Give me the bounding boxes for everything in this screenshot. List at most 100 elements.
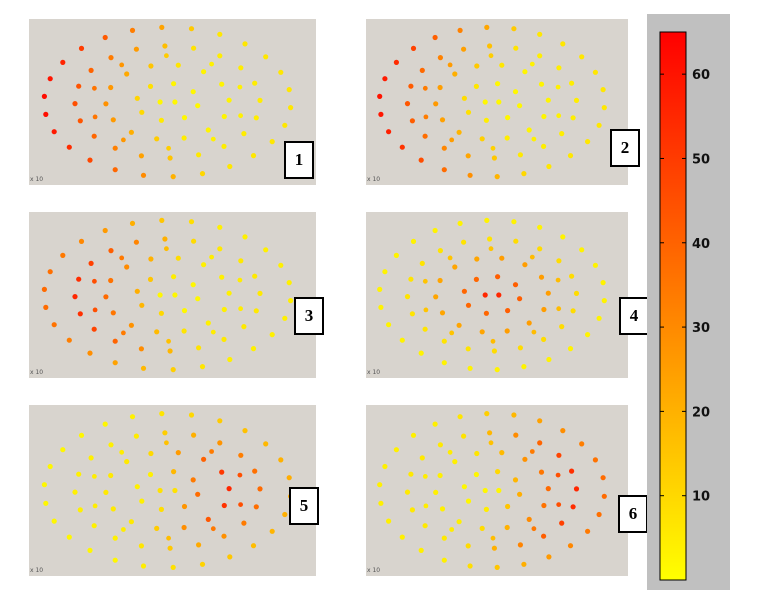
dot-field-1	[41, 24, 294, 180]
sensor-dot	[473, 471, 479, 478]
sensor-dot	[112, 145, 118, 151]
axis-scale-text: x 10	[367, 567, 381, 574]
sensor-dot	[465, 109, 472, 115]
sensor-dot	[452, 264, 458, 270]
dot-field-4	[377, 217, 607, 373]
sensor-dot	[418, 547, 424, 553]
sensor-dot	[175, 62, 181, 68]
sensor-dot	[278, 457, 284, 463]
sensor-dot	[108, 277, 114, 284]
sensor-dot	[408, 276, 414, 282]
sensor-dot	[217, 418, 223, 424]
sensor-dot	[269, 528, 275, 534]
sensor-dot	[382, 463, 388, 470]
sensor-dot	[87, 350, 93, 356]
sensor-dot	[423, 307, 429, 313]
sensor-dot	[422, 523, 428, 529]
sensor-dot	[108, 472, 114, 479]
sensor-dot	[522, 262, 528, 268]
colorbar-tick-label: 30	[692, 321, 710, 336]
sensor-dot	[457, 220, 463, 226]
sensor-dot	[140, 172, 147, 178]
sensor-dot	[513, 238, 519, 244]
sensor-dot	[517, 491, 523, 497]
sensor-dot	[108, 442, 114, 448]
sensor-dot	[181, 308, 188, 314]
sensor-dot	[537, 31, 543, 37]
sensor-dot	[538, 81, 545, 87]
sensor-dot	[512, 282, 519, 288]
sensor-dot	[221, 502, 227, 509]
sensor-dot	[522, 69, 528, 75]
sensor-dot	[592, 457, 598, 463]
sensor-dot	[496, 292, 502, 298]
sensor-dot	[181, 503, 188, 510]
sensor-dot	[102, 227, 108, 234]
sensor-dot	[439, 506, 446, 512]
sensor-dot	[474, 450, 480, 457]
sensor-dot	[559, 324, 565, 330]
sensor-dot	[529, 254, 535, 260]
sensor-dot	[167, 348, 173, 354]
sensor-dot	[148, 256, 154, 262]
sensor-dot	[513, 432, 519, 438]
sensor-dot	[278, 69, 284, 75]
sensor-dot	[66, 337, 72, 343]
sensor-dot	[573, 486, 580, 492]
axis-scale-text: x 10	[30, 369, 44, 376]
sensor-dot	[129, 220, 136, 226]
sensor-dot	[171, 469, 177, 475]
sensor-dot	[139, 302, 145, 308]
sensor-dot	[541, 143, 547, 149]
sensor-dot	[423, 114, 429, 120]
sensor-dot	[526, 127, 532, 133]
sensor-dot	[41, 93, 47, 99]
sensor-dot	[269, 139, 275, 145]
sensor-dot	[484, 24, 490, 30]
sensor-dot	[162, 43, 168, 49]
sensor-dot	[263, 247, 269, 253]
sensor-dot	[242, 234, 248, 240]
sensor-dot	[441, 360, 447, 366]
sensor-dot	[386, 129, 392, 135]
sensor-dot	[103, 489, 109, 495]
sensor-dot	[449, 137, 455, 143]
sensor-dot	[447, 255, 453, 261]
sensor-dot	[461, 95, 467, 101]
sensor-dot	[238, 306, 244, 312]
sensor-dot	[490, 145, 496, 151]
sensor-dot	[219, 274, 225, 280]
sensor-dot	[545, 486, 551, 492]
sensor-dot	[103, 294, 109, 300]
sensor-dot	[140, 365, 147, 371]
sensor-dot	[217, 53, 223, 59]
sensor-dot	[467, 563, 473, 569]
dot-field-2	[377, 24, 607, 180]
sensor-dot	[241, 324, 247, 330]
sensor-dot	[221, 336, 227, 342]
sensor-dot	[199, 561, 206, 567]
sensor-dot	[419, 67, 425, 73]
sensor-dot	[171, 81, 177, 87]
sensor-dot	[465, 346, 471, 352]
sensor-dot	[166, 535, 172, 541]
sensor-dot	[456, 519, 462, 525]
sensor-dot	[537, 418, 543, 424]
sensor-dot	[72, 294, 78, 300]
sensor-dot	[238, 258, 244, 264]
sensor-dot	[110, 310, 116, 316]
sensor-dot	[209, 61, 215, 67]
sensor-dot	[164, 53, 169, 59]
sensor-dot	[596, 315, 602, 321]
sensor-dot	[170, 564, 176, 570]
sensor-dot	[517, 103, 523, 109]
sensor-dot	[191, 238, 197, 244]
sensor-dot	[278, 262, 284, 268]
sensor-dot	[526, 320, 532, 326]
sensor-dot	[253, 115, 259, 121]
sensor-dot	[51, 518, 57, 524]
panel-4: x 10	[366, 212, 628, 378]
sensor-dot	[556, 452, 562, 458]
sensor-dot	[221, 533, 227, 539]
sensor-dot	[92, 85, 97, 91]
